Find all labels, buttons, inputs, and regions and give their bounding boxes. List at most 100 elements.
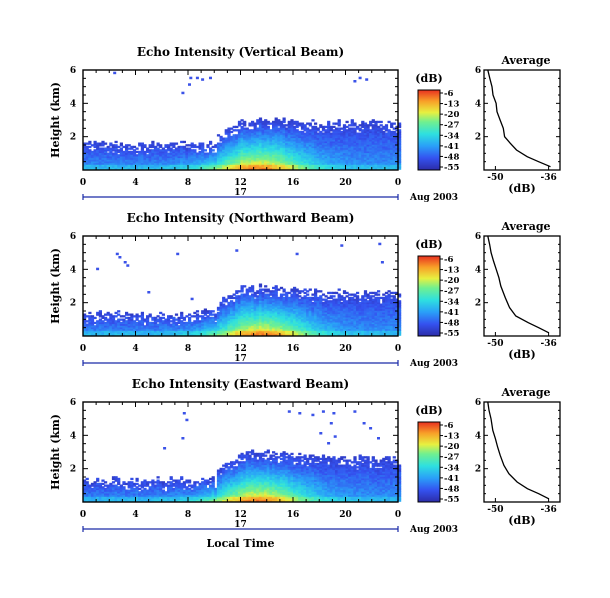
day-label: 17	[234, 520, 247, 530]
profile-y-tick-label: 6	[475, 232, 481, 242]
sparse-echo	[333, 435, 337, 438]
sparse-echo	[188, 83, 191, 86]
x-tick-label: 16	[287, 178, 300, 188]
y-tick-label: 6	[70, 232, 76, 242]
profile-x-tick-label: -36	[540, 505, 556, 515]
x-tick-label: 0	[395, 510, 401, 520]
colorbar-tick-label: -41	[444, 142, 459, 152]
x-tick-label: 12	[234, 178, 247, 188]
sparse-echo	[295, 252, 299, 256]
colorbar: (dB)-6-13-20-27-34-41-48-55	[415, 72, 459, 173]
y-tick-label: 2	[70, 133, 76, 143]
colorbar-tick-label: -41	[444, 474, 459, 484]
sparse-echo	[311, 413, 315, 417]
colorbar-tick-label: -6	[444, 255, 454, 265]
profile-y-tick-label: 4	[475, 99, 481, 109]
profile-x-label: (dB)	[508, 348, 535, 361]
average-profile: Average 2 4 6 -50 -36 (dB)	[475, 220, 561, 361]
colorbar-tick-label: -55	[444, 163, 459, 173]
chart-title: Echo Intensity (Northward Beam)	[127, 211, 355, 225]
profile-line	[487, 235, 549, 334]
panel-2: Echo Intensity (Northward Beam) 2 4 6 Height…	[49, 211, 561, 369]
sparse-echo	[123, 261, 127, 264]
colorbar-tick-label: -13	[444, 266, 459, 276]
colorbar-tick-label: -27	[444, 121, 459, 131]
sparse-echo	[185, 418, 189, 422]
colorbar-tick-label: -55	[444, 329, 459, 339]
profile-x-tick-label: -50	[487, 505, 503, 515]
sparse-echo	[353, 410, 357, 413]
x-ticks: 0 4 8 12 16 20 0	[80, 70, 401, 188]
x-tick-label: 12	[234, 510, 247, 520]
x-tick-label: 8	[185, 178, 191, 188]
sparse-echo	[329, 422, 333, 425]
sparse-echo	[182, 412, 186, 415]
colorbar-tick-label: -48	[444, 484, 459, 494]
sparse-echo	[190, 297, 194, 301]
sparse-echo	[163, 447, 167, 450]
sparse-echo	[209, 76, 212, 80]
sparse-echo	[378, 242, 382, 246]
profile-y-tick-label: 4	[475, 431, 481, 441]
sparse-echo	[96, 267, 100, 271]
colorbar-tick-label: -20	[444, 442, 459, 452]
profile-y-tick-label: 6	[475, 398, 481, 408]
profile-x-tick-label: -36	[540, 339, 556, 349]
sparse-echo	[380, 261, 384, 264]
profile-title: Average	[500, 54, 550, 67]
profile-y-tick-label: 2	[475, 133, 481, 143]
colorbar-tick-label: -20	[444, 276, 459, 286]
panel-1: Echo Intensity (Vertical Beam) 2 4 6 Height …	[49, 45, 561, 203]
sparse-echo	[362, 422, 366, 425]
profile-title: Average	[500, 386, 550, 399]
sparse-echo	[176, 252, 180, 256]
colorbar-tick-label: -48	[444, 318, 459, 328]
colorbar-tick-label: -48	[444, 152, 459, 162]
profile-y-tick-label: 6	[475, 66, 481, 76]
sparse-echo	[319, 432, 323, 435]
profile-title: Average	[500, 220, 550, 233]
profile-x-label: (dB)	[508, 182, 535, 195]
sparse-echo	[340, 244, 344, 247]
colorbar-unit: (dB)	[415, 404, 442, 417]
sparse-echo	[321, 410, 325, 413]
sparse-echo	[235, 249, 239, 252]
sparse-echo	[147, 291, 151, 294]
colorbar: (dB)-6-13-20-27-34-41-48-55	[415, 238, 459, 339]
y-ticks: 2 4 6	[70, 398, 398, 503]
heatmap-field	[83, 71, 402, 170]
x-tick-label: 16	[287, 510, 300, 520]
day-label: 17	[234, 354, 247, 364]
colorbar-tick-label: -55	[444, 495, 459, 505]
colorbar-tick-label: -20	[444, 110, 459, 120]
y-tick-label: 4	[70, 265, 76, 275]
x-ticks: 0 4 8 12 16 20 0	[80, 236, 401, 354]
x-tick-label: 8	[185, 344, 191, 354]
x-tick-label: 16	[287, 344, 300, 354]
x-tick-label: 4	[132, 510, 138, 520]
sparse-echo	[353, 80, 357, 83]
sparse-echo	[358, 76, 362, 80]
profile-line	[487, 69, 551, 168]
y-tick-label: 4	[70, 99, 76, 109]
profile-x-label: (dB)	[508, 514, 535, 527]
sparse-echo	[327, 442, 331, 445]
profile-x-tick-label: -50	[487, 173, 503, 183]
day-axis: 17	[82, 188, 399, 200]
sparse-echo	[181, 91, 185, 95]
profile-y-tick-label: 4	[475, 265, 481, 275]
profile-x-tick-label: -36	[540, 173, 556, 183]
colorbar-tick-label: -13	[444, 100, 459, 110]
sparse-echo	[195, 76, 199, 80]
y-ticks: 2 4 6	[70, 232, 398, 337]
y-tick-label: 2	[70, 465, 76, 475]
sparse-echo	[369, 427, 373, 430]
x-tick-label: 0	[80, 344, 86, 354]
sparse-echo	[126, 264, 130, 267]
heatmap-field	[83, 410, 402, 502]
date-label: Aug 2003	[409, 193, 458, 203]
sparse-echo	[189, 76, 193, 80]
average-profile: Average 2 4 6 -50 -36 (dB)	[475, 54, 561, 195]
x-tick-label: 8	[185, 510, 191, 520]
